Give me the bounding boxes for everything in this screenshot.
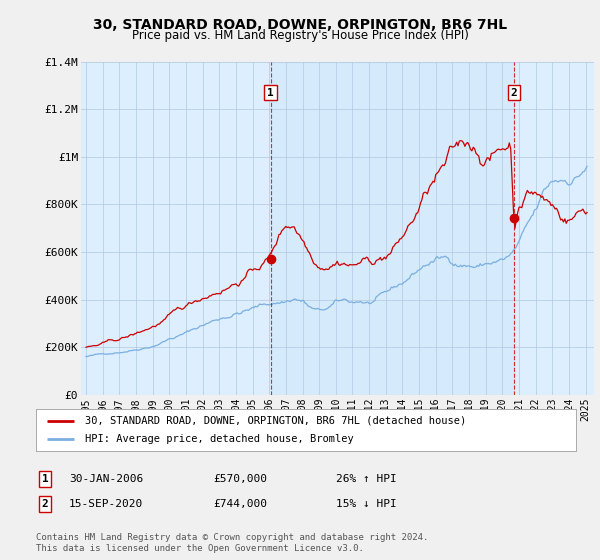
Text: 1: 1: [41, 474, 49, 484]
Text: £744,000: £744,000: [213, 499, 267, 509]
Text: 26% ↑ HPI: 26% ↑ HPI: [336, 474, 397, 484]
Text: 30, STANDARD ROAD, DOWNE, ORPINGTON, BR6 7HL (detached house): 30, STANDARD ROAD, DOWNE, ORPINGTON, BR6…: [85, 416, 466, 426]
Bar: [271, 62, 514, 395]
Text: 1: 1: [267, 87, 274, 97]
Text: HPI: Average price, detached house, Bromley: HPI: Average price, detached house, Brom…: [85, 434, 353, 444]
Text: Contains HM Land Registry data © Crown copyright and database right 2024.
This d: Contains HM Land Registry data © Crown c…: [36, 533, 428, 553]
Text: 2: 2: [511, 87, 518, 97]
Text: Price paid vs. HM Land Registry's House Price Index (HPI): Price paid vs. HM Land Registry's House …: [131, 29, 469, 42]
Text: 30-JAN-2006: 30-JAN-2006: [69, 474, 143, 484]
Text: 2: 2: [41, 499, 49, 509]
Text: 15% ↓ HPI: 15% ↓ HPI: [336, 499, 397, 509]
Text: £570,000: £570,000: [213, 474, 267, 484]
Text: 30, STANDARD ROAD, DOWNE, ORPINGTON, BR6 7HL: 30, STANDARD ROAD, DOWNE, ORPINGTON, BR6…: [93, 18, 507, 32]
Text: 15-SEP-2020: 15-SEP-2020: [69, 499, 143, 509]
